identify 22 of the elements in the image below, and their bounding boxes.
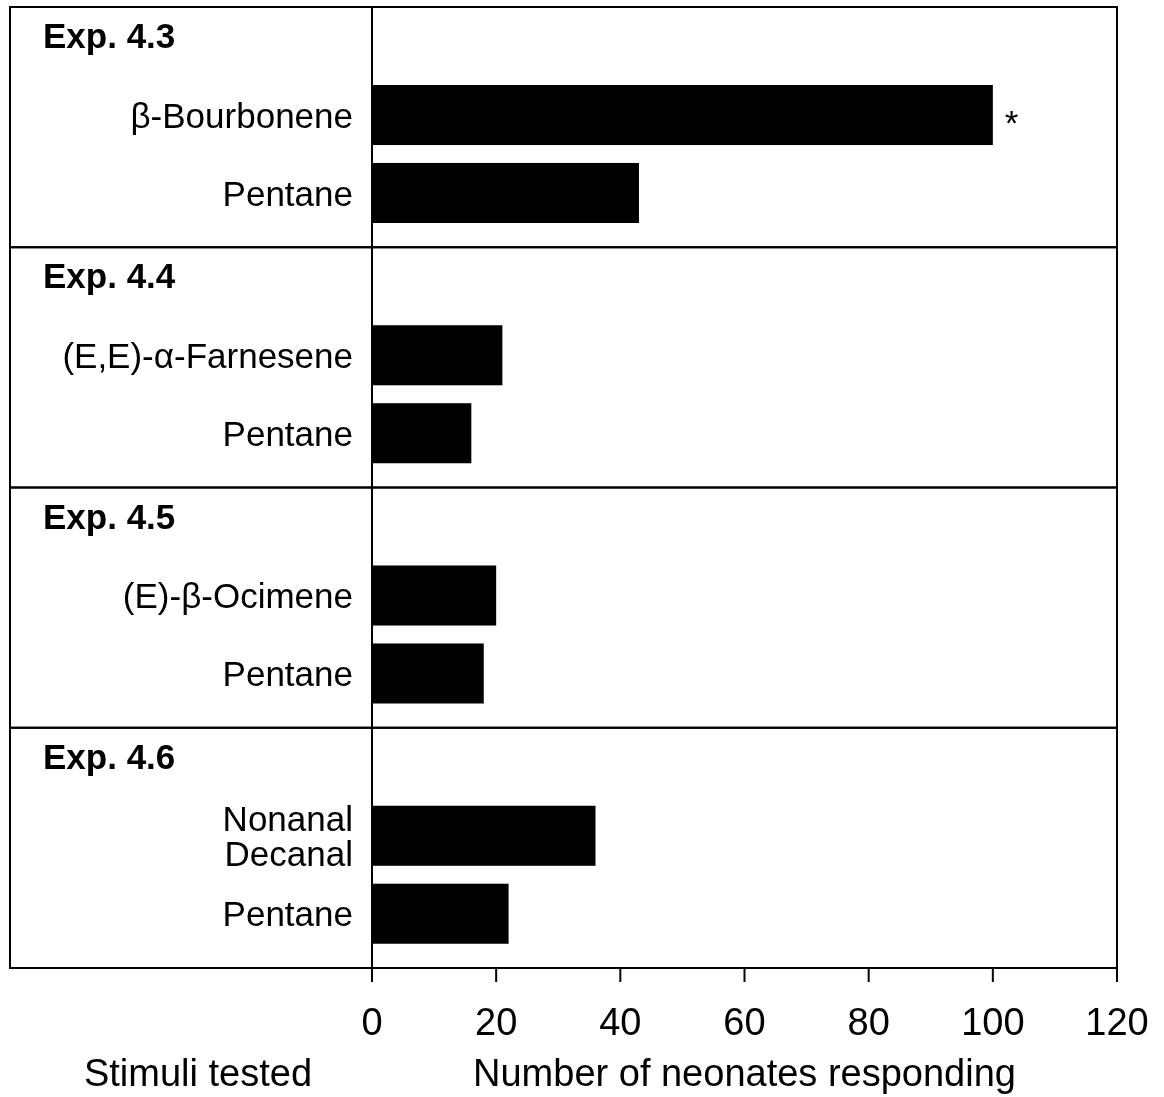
y-axis-title: Stimuli tested (83, 1052, 313, 1094)
y-tick-label: β-Bourbonene (130, 95, 353, 135)
x-tick-label: 80 (847, 1001, 890, 1043)
y-tick-label: Pentane (222, 413, 353, 453)
chart-title: Exp. 4.3 (43, 16, 176, 55)
annotation: * (1004, 102, 1019, 142)
y-tick-label: Pentane (222, 894, 353, 934)
x-tick-label: 120 (1085, 1001, 1149, 1043)
x-tick-label: 100 (961, 1001, 1025, 1043)
y-tick-label: Nonanal Decanal (222, 798, 353, 873)
chart-title: Exp. 4.4 (43, 256, 176, 296)
chart-title: Exp. 4.5 (43, 496, 176, 536)
x-tick-label: 20 (475, 1001, 518, 1043)
x-axis-title: Number of neonates responding (473, 1052, 1016, 1094)
chart-title: Exp. 4.6 (43, 736, 176, 776)
x-tick-label: 60 (723, 1001, 766, 1043)
y-tick-label: Pentane (222, 654, 353, 694)
x-tick-label: 40 (599, 1001, 642, 1043)
y-tick-label: (E)-β-Ocimene (122, 576, 353, 616)
x-tick-label: 0 (361, 1001, 383, 1043)
y-tick-label: (E,E)-α-Farnesene (62, 335, 353, 375)
y-tick-label: Pentane (222, 173, 353, 213)
